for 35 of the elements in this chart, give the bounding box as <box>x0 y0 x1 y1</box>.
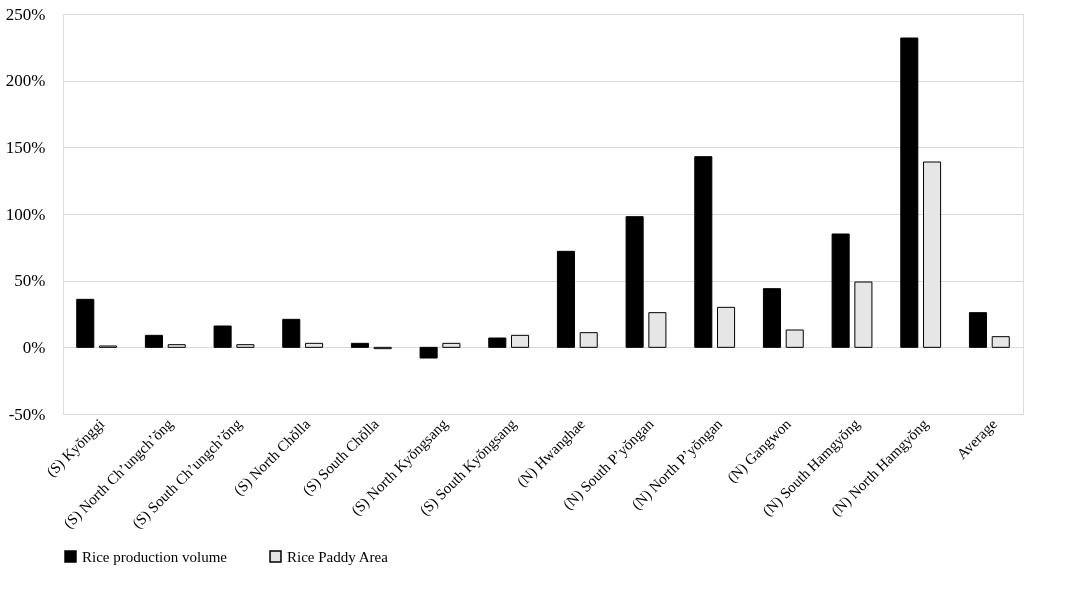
bar <box>968 312 988 348</box>
bar <box>831 233 850 348</box>
bar <box>648 312 667 348</box>
legend-label: Rice production volume <box>82 548 228 565</box>
bar <box>419 346 438 359</box>
bar <box>350 342 369 348</box>
bar <box>76 298 95 348</box>
y-tick-label: 50% <box>14 271 46 291</box>
bar <box>213 325 232 348</box>
bar <box>144 334 163 348</box>
bar <box>625 216 644 348</box>
bar <box>785 329 804 348</box>
bar <box>167 344 186 348</box>
bar <box>442 342 461 348</box>
bar <box>488 337 507 348</box>
bar <box>762 288 781 348</box>
bar <box>236 344 255 348</box>
bar <box>717 306 736 348</box>
bar <box>900 37 919 348</box>
bar <box>579 332 598 348</box>
legend-label: Rice Paddy Area <box>287 548 389 565</box>
y-tick-label: 150% <box>5 137 46 157</box>
y-tick-label: 200% <box>5 71 46 91</box>
y-tick-label: 0% <box>22 337 46 357</box>
bar <box>923 161 942 348</box>
y-tick-label: -50% <box>8 404 46 424</box>
y-tick-label: 100% <box>5 204 46 224</box>
bar <box>511 334 530 348</box>
bar <box>305 342 324 348</box>
bar <box>282 318 301 348</box>
bar <box>556 250 575 348</box>
bar <box>991 336 1010 348</box>
y-tick-label: 250% <box>5 4 46 24</box>
bar <box>854 281 873 348</box>
bar <box>694 156 713 348</box>
